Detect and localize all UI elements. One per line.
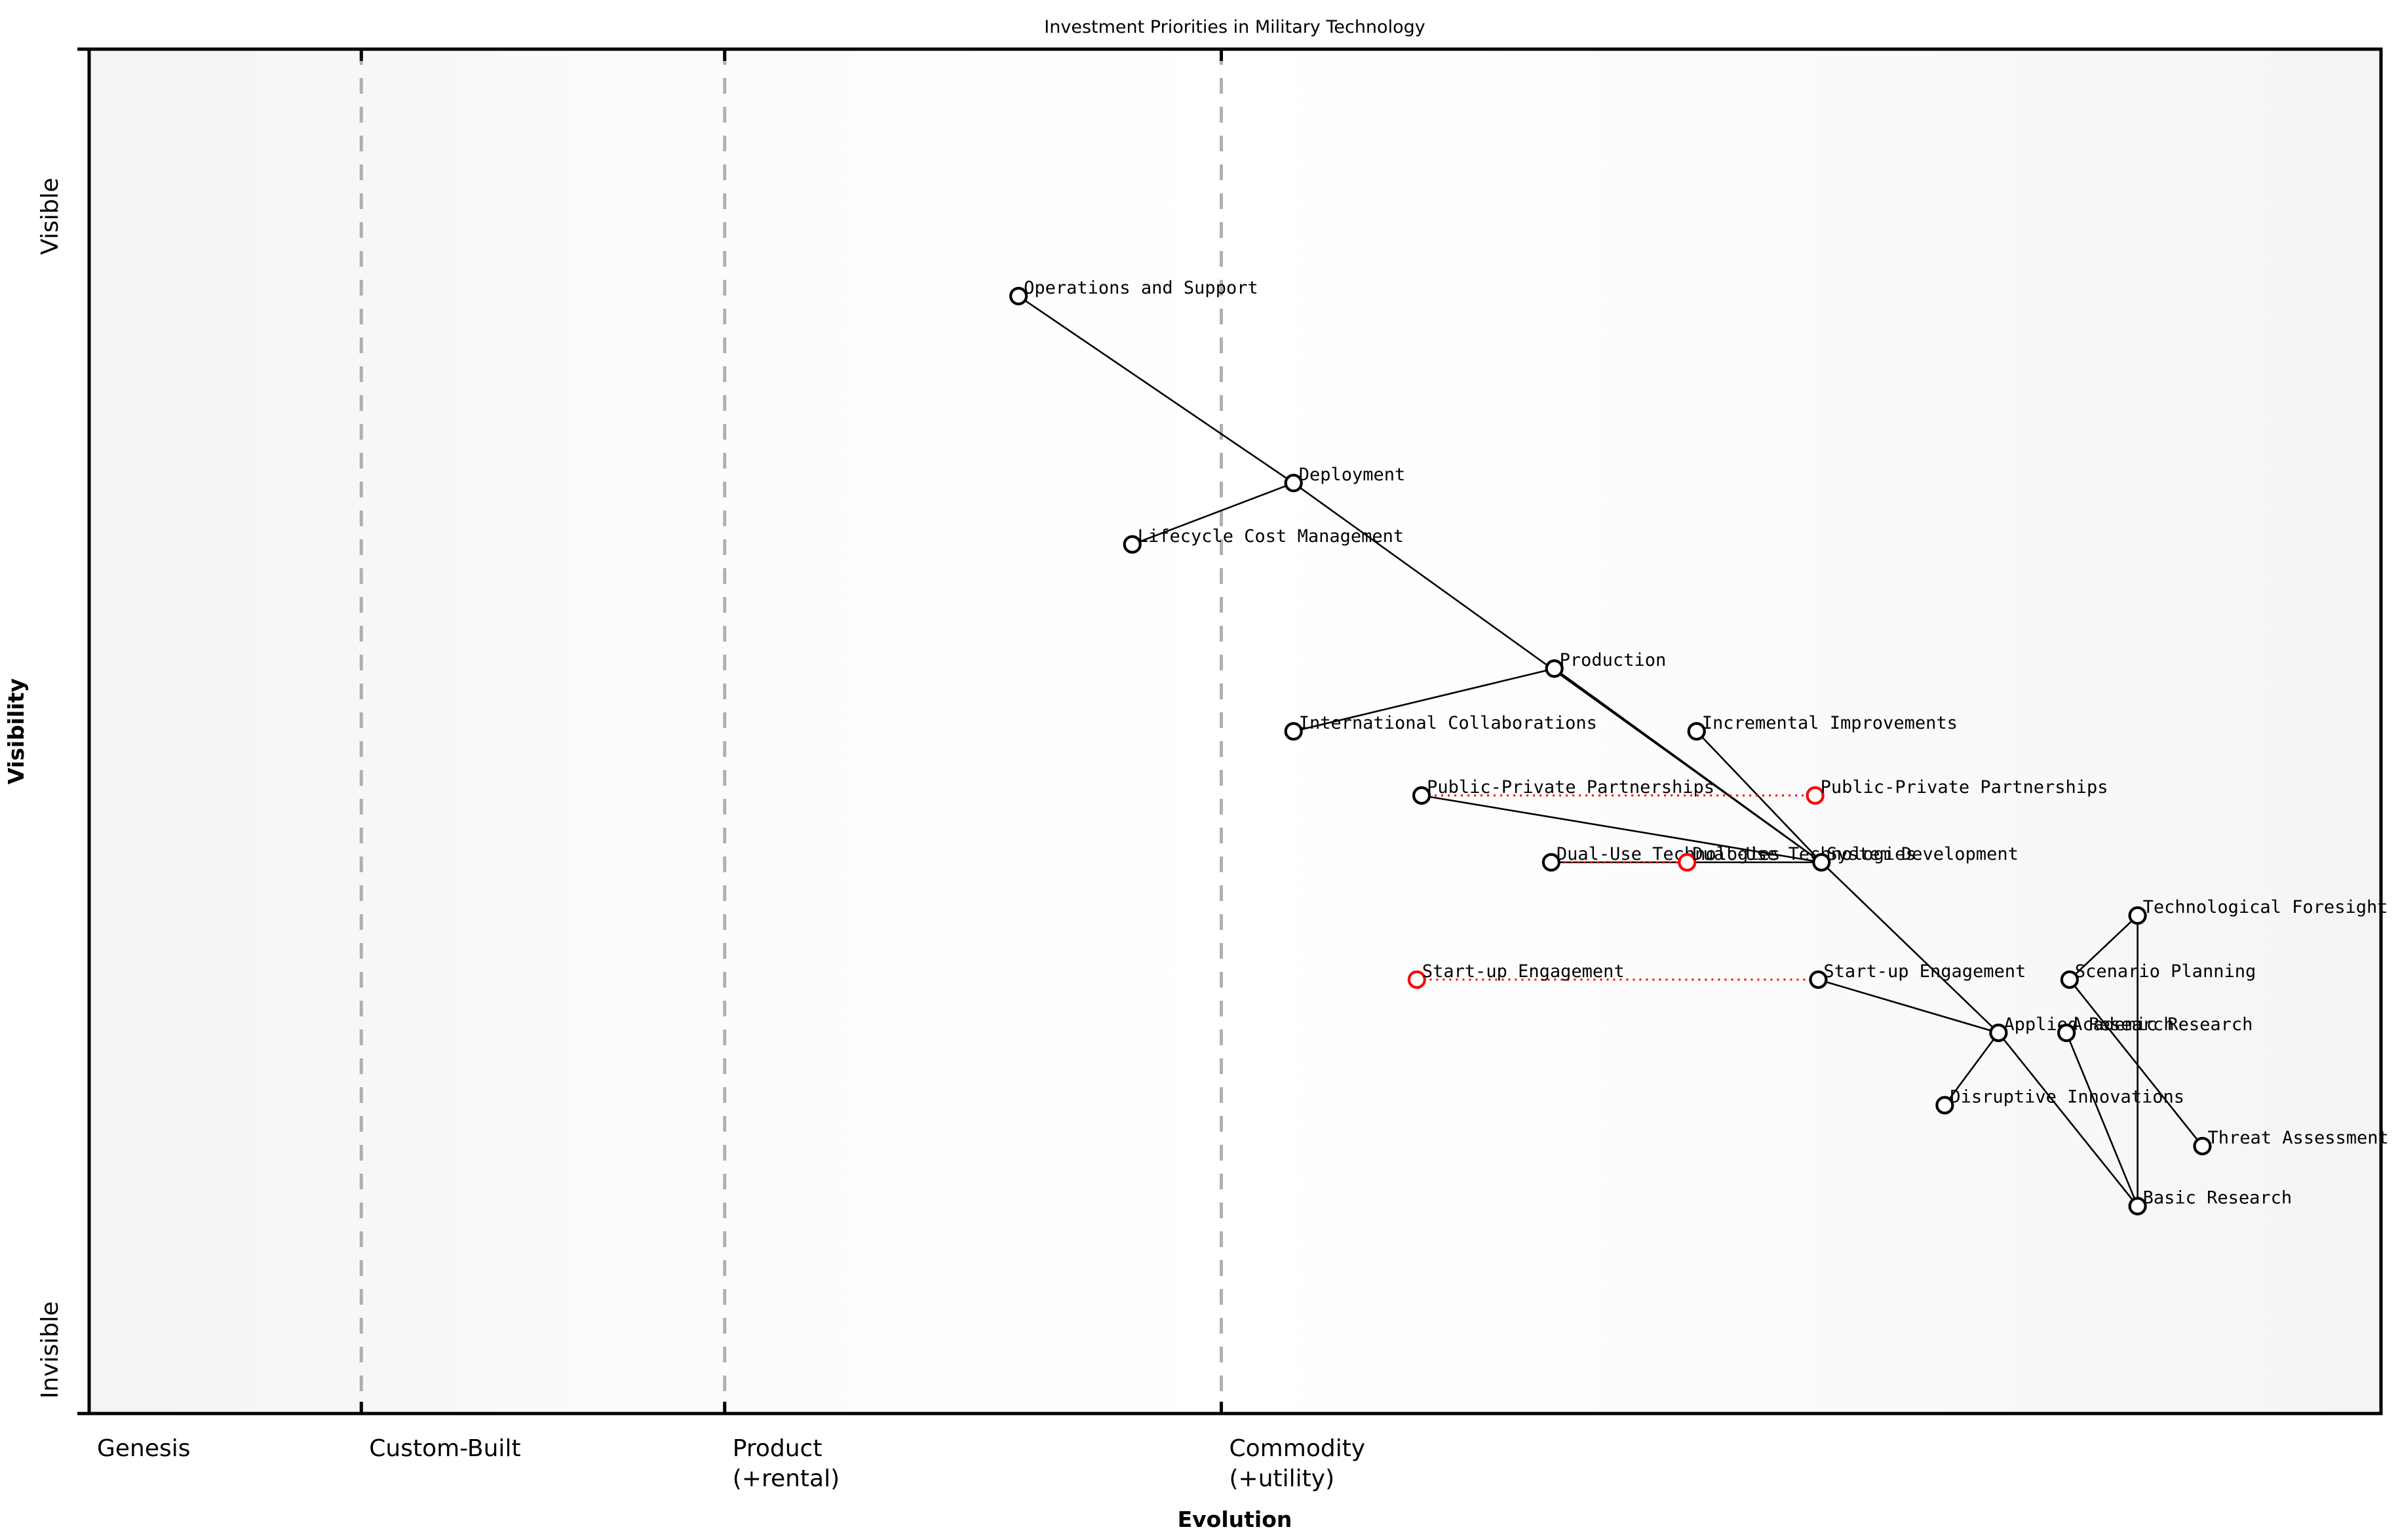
chart-title: Investment Priorities in Military Techno… — [1044, 17, 1425, 37]
node-marker[interactable] — [1812, 853, 1831, 872]
node-label: Disruptive Innovations — [1950, 1087, 2184, 1107]
node-label: Technological Foresight — [2143, 897, 2388, 917]
map-nodes[interactable]: Operations and Support Deployment Lifecycl… — [1009, 278, 2389, 1216]
link-line — [1821, 861, 2000, 1034]
node-label: Start-up Engagement — [1422, 961, 1625, 982]
y-axis-title: Visibility — [3, 678, 29, 784]
map-node[interactable]: Production — [1545, 650, 1667, 678]
node-label: Applied Research — [2003, 1014, 2174, 1035]
node-marker[interactable] — [1009, 286, 1028, 305]
x-axis-title: Evolution — [1178, 1507, 1292, 1532]
link-line — [2068, 915, 2139, 980]
map-node[interactable]: Technological Foresight — [2128, 897, 2388, 925]
link-line — [1944, 1032, 2000, 1106]
node-label: Scenario Planning — [2075, 961, 2256, 982]
node-marker[interactable] — [1541, 853, 1560, 872]
node-label: Start-up Engagement — [1823, 961, 2026, 982]
map-node[interactable]: Operations and Support — [1009, 278, 1258, 305]
node-marker[interactable] — [2128, 1197, 2147, 1216]
link-line — [1132, 482, 1294, 545]
node-marker[interactable] — [1123, 535, 1142, 554]
map-node[interactable]: Public-Private Partnerships — [1412, 777, 1714, 805]
node-label: Dual-Use Technologies — [1557, 844, 1780, 864]
node-label: Deployment — [1299, 465, 1406, 485]
node-label: Incremental Improvements — [1702, 713, 1958, 733]
node-label: Public-Private Partnerships — [1821, 777, 2108, 798]
map-node[interactable]: Lifecycle Cost Management — [1123, 526, 1404, 554]
plot-background — [89, 49, 2381, 1414]
node-marker[interactable] — [1935, 1096, 1954, 1115]
x-tick-label: Custom-Built — [369, 1435, 520, 1462]
x-tick-label: Genesis — [97, 1435, 191, 1462]
link-line — [2065, 1032, 2139, 1207]
node-marker[interactable] — [1809, 970, 1828, 990]
link-line — [1018, 295, 1294, 484]
node-marker[interactable] — [1989, 1024, 2008, 1043]
node-label: Production — [1560, 650, 1667, 670]
y-tick-label-visible: Visible — [37, 178, 64, 255]
y-tick-label-invisible: Invisible — [37, 1301, 64, 1399]
map-node[interactable]: Start-up Engagement — [1407, 961, 1625, 990]
map-node[interactable]: System Development — [1812, 844, 2019, 872]
map-node[interactable]: Dual-Use Technologies — [1678, 844, 1916, 872]
map-node[interactable]: Basic Research — [2128, 1188, 2293, 1216]
x-tick-label: (+utility) — [1229, 1465, 1335, 1492]
node-target-marker[interactable] — [1407, 970, 1426, 990]
map-node[interactable]: Incremental Improvements — [1687, 713, 1958, 741]
link-line — [2068, 979, 2203, 1147]
map-node[interactable]: Start-up Engagement — [1809, 961, 2026, 990]
plot-frame — [87, 47, 2383, 1415]
map-node[interactable]: Academic Research — [2057, 1014, 2253, 1043]
evolution-gridlines — [359, 49, 1224, 1414]
evolution-lines — [1416, 794, 1819, 981]
node-label: Lifecycle Cost Management — [1138, 526, 1404, 547]
node-marker[interactable] — [2057, 1024, 2076, 1043]
node-marker[interactable] — [2193, 1136, 2212, 1156]
map-node[interactable]: Public-Private Partnerships — [1806, 777, 2108, 805]
node-marker[interactable] — [2128, 906, 2147, 925]
link-line — [1695, 731, 1823, 863]
node-marker[interactable] — [2060, 970, 2079, 990]
node-target-marker[interactable] — [1806, 786, 1825, 805]
link-line — [1998, 1032, 2139, 1207]
node-marker[interactable] — [1545, 659, 1564, 678]
link-line — [1818, 978, 1999, 1034]
node-marker[interactable] — [1284, 722, 1303, 741]
dependency-links — [1018, 295, 2203, 1207]
x-tick-label: Commodity — [1229, 1435, 1366, 1462]
node-marker[interactable] — [1687, 722, 1706, 741]
map-node[interactable]: Deployment — [1284, 465, 1406, 493]
node-marker[interactable] — [1284, 473, 1303, 493]
node-label: System Development — [1827, 844, 2019, 864]
map-node[interactable]: Dual-Use Technologies — [1541, 844, 1780, 872]
map-node[interactable]: International Collaborations — [1284, 713, 1597, 741]
node-label: Operations and Support — [1024, 278, 1258, 298]
map-node[interactable]: Disruptive Innovations — [1935, 1087, 2184, 1115]
node-target-marker[interactable] — [1678, 853, 1697, 872]
link-line — [1421, 794, 1822, 864]
x-tick-label: (+rental) — [733, 1465, 840, 1492]
link-line — [1553, 668, 1823, 863]
node-label: Academic Research — [2072, 1014, 2253, 1035]
node-label: International Collaborations — [1299, 713, 1597, 733]
node-label: Threat Assessment — [2207, 1128, 2388, 1148]
x-tick-label: Product — [733, 1435, 823, 1462]
map-node[interactable]: Threat Assessment — [2193, 1128, 2389, 1156]
node-marker[interactable] — [1412, 786, 1431, 805]
node-label: Basic Research — [2143, 1188, 2293, 1208]
map-node[interactable]: Scenario Planning — [2060, 961, 2256, 990]
map-node[interactable]: Applied Research — [1989, 1014, 2174, 1043]
node-label: Dual-Use Technologies — [1692, 844, 1916, 864]
node-label: Public-Private Partnerships — [1427, 777, 1714, 798]
link-line — [1293, 667, 1555, 733]
x-axis-tickmarks — [87, 49, 1224, 1414]
y-axis-tickmarks — [77, 47, 89, 1415]
x-axis-tick-labels: Genesis Custom-Built Product (+rental) Commo… — [97, 1435, 1365, 1492]
